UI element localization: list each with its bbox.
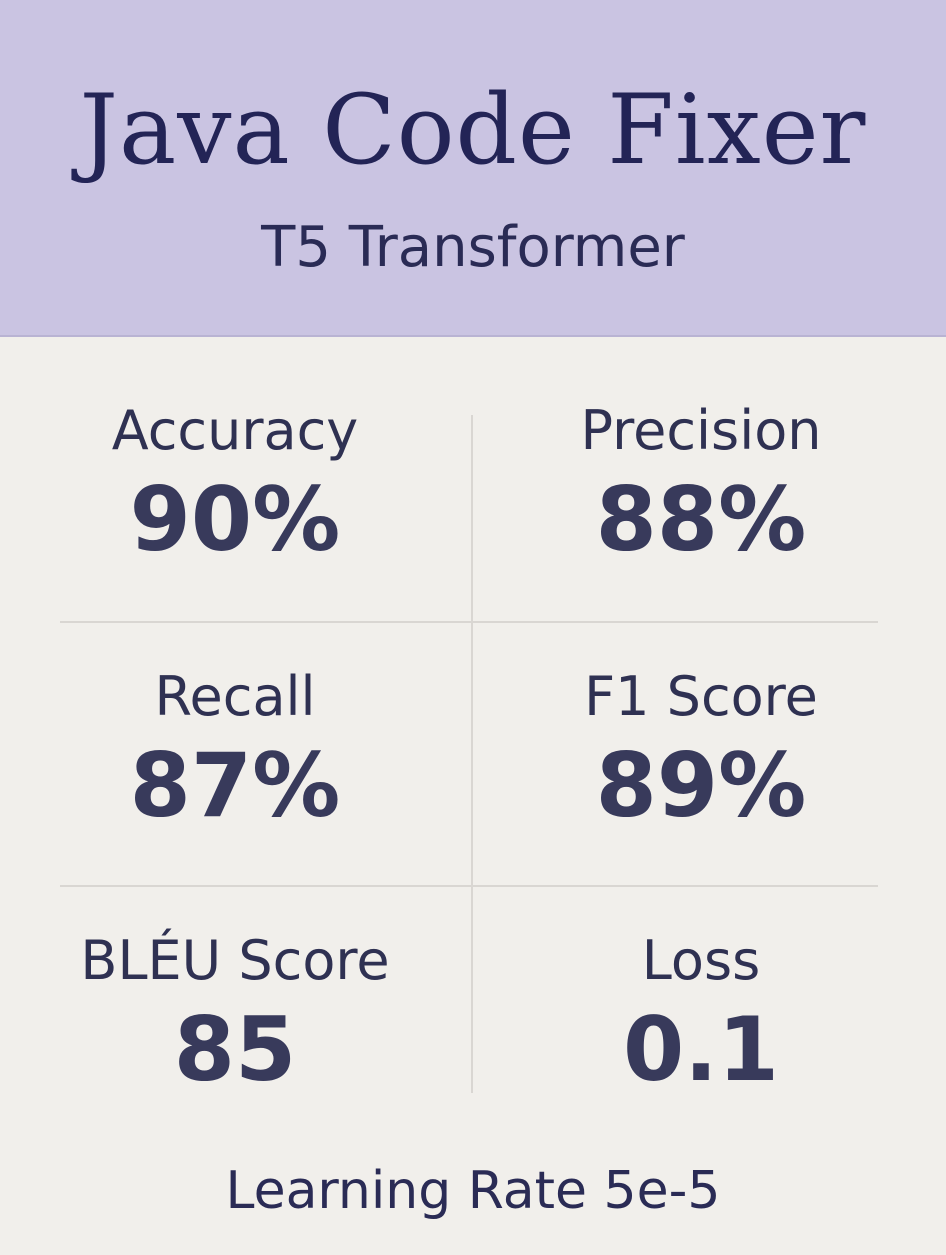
metric-bleu-score: BLÉU Score 85 xyxy=(0,928,470,1104)
metric-value: 89% xyxy=(595,734,807,837)
metric-recall: Recall 87% xyxy=(0,664,470,840)
metric-label: Loss xyxy=(641,929,761,992)
metric-value: 88% xyxy=(595,468,807,571)
learning-rate-footer: Learning Rate 5e-5 xyxy=(225,1161,721,1221)
metric-value: 85 xyxy=(173,998,297,1101)
grid-divider-row-1 xyxy=(60,621,878,623)
metric-label: Recall xyxy=(154,665,316,728)
metric-precision: Precision 88% xyxy=(466,398,936,574)
page-title: Java Code Fixer xyxy=(79,74,867,186)
metric-label: F1 Score xyxy=(584,665,818,728)
model-subtitle: T5 Transformer xyxy=(261,215,685,280)
card-header: Java Code Fixer T5 Transformer xyxy=(0,0,946,337)
metric-label: Precision xyxy=(580,399,822,462)
metric-value: 90% xyxy=(129,468,341,571)
metric-loss: Loss 0.1 xyxy=(466,928,936,1104)
metric-label: BLÉU Score xyxy=(80,929,390,992)
metric-value: 0.1 xyxy=(623,998,779,1101)
metric-value: 87% xyxy=(129,734,341,837)
metric-label: Accuracy xyxy=(111,399,359,462)
grid-divider-row-2 xyxy=(60,885,878,887)
grid-divider-vertical xyxy=(471,415,473,1093)
metric-f1-score: F1 Score 89% xyxy=(466,664,936,840)
metric-accuracy: Accuracy 90% xyxy=(0,398,470,574)
